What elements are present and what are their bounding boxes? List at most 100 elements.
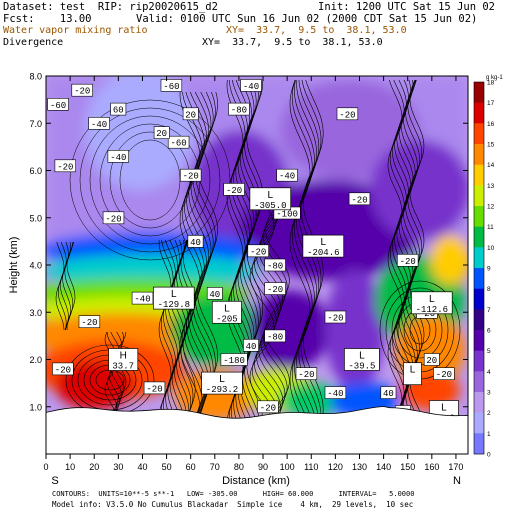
contour-line: [244, 79, 261, 441]
x-tick-label: 150: [400, 462, 415, 472]
contour-label: -40: [240, 79, 262, 92]
contour-label: -20: [264, 282, 286, 295]
colorbar-swatch: [474, 226, 484, 248]
colorbar-swatch: [474, 102, 484, 124]
contour-line: [181, 91, 203, 441]
colorbar-swatch: [474, 82, 484, 103]
contour-label-text: -20: [260, 403, 276, 413]
contour-label-text: -40: [243, 82, 259, 92]
contour-line: [158, 240, 172, 441]
extremum-kind: L: [224, 303, 230, 314]
contour-label-text: -100: [276, 210, 298, 220]
contour-label: -20: [257, 400, 279, 413]
colorbar-label: 11: [487, 224, 494, 231]
contour-line: [104, 331, 116, 421]
colorbar-label: 15: [487, 142, 495, 149]
contour-line: [254, 199, 279, 441]
contour-label-text: -20: [351, 195, 367, 205]
extremum-kind: L: [268, 190, 274, 201]
contour-line: [109, 331, 120, 421]
x-tick-label: 170: [448, 462, 463, 472]
x-tick-label: 140: [376, 462, 391, 472]
contour-label-text: -60: [50, 101, 66, 111]
contour-line: [69, 99, 231, 261]
contour-label-text: -20: [327, 314, 343, 324]
extremum-kind: L: [441, 403, 447, 414]
colorbar-label: 6: [487, 328, 491, 335]
colorbar-swatch: [474, 412, 484, 434]
contour-label-text: -20: [146, 384, 162, 394]
contour-line: [66, 241, 76, 330]
contour-label-text: 20: [185, 110, 196, 120]
colorbar-swatch: [474, 392, 484, 413]
contour-label-text: -20: [298, 370, 314, 380]
x-tick-label: 0: [43, 462, 48, 472]
contour-label-text: 40: [383, 389, 394, 399]
extremum-kind: L: [410, 365, 416, 376]
extremum-marker: L-129.8: [153, 286, 195, 310]
contour-label: -20: [52, 362, 74, 375]
field1-xy: XY= 33.7, 9.5 to 38.1, 53.0: [226, 25, 407, 36]
valid-line: Valid: 0100 UTC Sun 16 Jun 02 (2000 CDT …: [136, 13, 478, 25]
x-tick-label: 110: [304, 462, 318, 472]
extremum-marker: L-293.2: [201, 371, 243, 395]
extremum-marker: L-39.5: [344, 348, 380, 372]
extremum-marker: H33.7: [108, 348, 139, 372]
x-tick-label: 40: [137, 462, 147, 472]
x-tick-label: 70: [210, 462, 220, 472]
y-axis-title: Height (km): [8, 237, 20, 294]
contour-label: -20: [143, 381, 166, 394]
extremum-value: -205: [216, 314, 238, 324]
contour-label-text: -80: [267, 332, 283, 342]
contour-label-text: -40: [279, 172, 295, 182]
contour-label: 20: [153, 126, 170, 139]
extremum-kind: H: [120, 351, 127, 362]
contour-label: -20: [336, 107, 359, 120]
colorbar-label: 14: [487, 162, 495, 169]
model-info: Model info: V3.5.0 No Cumulus Blackadar …: [52, 500, 414, 509]
contour-label: -40: [88, 117, 110, 130]
contour-label-text: -20: [339, 110, 355, 120]
y-tick-label: 7.0: [29, 119, 42, 129]
x-tick-label: 30: [113, 462, 123, 472]
contour-label: -20: [102, 211, 125, 224]
colorbar-swatch: [474, 309, 484, 331]
colorbar-label: 9: [487, 266, 491, 273]
contour-line: [89, 115, 211, 245]
colorbar-label: 1: [487, 431, 491, 438]
extremum-value: -129.8: [158, 300, 190, 310]
contour-label: -20: [247, 244, 269, 257]
colorbar-swatch: [474, 206, 484, 227]
contour-label: -60: [167, 135, 190, 149]
contour-label: 20: [182, 107, 199, 120]
contour-label-text: -20: [250, 247, 266, 257]
y-tick-label: 4.0: [29, 261, 42, 271]
contour-label: -80: [264, 329, 286, 342]
contour-label: 40: [187, 235, 204, 248]
field2-xy: XY= 33.7, 9.5 to 38.1, 53.0: [202, 37, 383, 48]
colorbar-label: 18: [487, 80, 495, 87]
colorbar-swatch: [474, 185, 484, 207]
contour-labels: -60-20-40-20-4060-6020-6020-20-20-20-20-…: [47, 79, 455, 418]
contour-label: -20: [223, 183, 245, 196]
x-tick-label: 10: [65, 462, 75, 472]
colorbar-frame: [473, 81, 485, 455]
contour-line: [179, 91, 201, 441]
extremum-value: 33.7: [112, 362, 134, 372]
colorbar-label: 12: [487, 204, 495, 211]
contour-line: [160, 239, 174, 441]
y-tick-label: 1.0: [29, 402, 42, 412]
contour-label: 40: [243, 338, 259, 352]
colorbar-swatch: [474, 433, 484, 455]
contour-label-text: 20: [156, 129, 167, 139]
contour-label-text: -40: [327, 389, 343, 399]
contour-label: -80: [264, 258, 286, 272]
contour-label: 20: [423, 353, 440, 366]
contour-label: -20: [78, 315, 101, 328]
contour-label: -20: [71, 83, 93, 97]
x-tick-label: 120: [328, 462, 343, 472]
contour-label: -40: [324, 386, 347, 399]
